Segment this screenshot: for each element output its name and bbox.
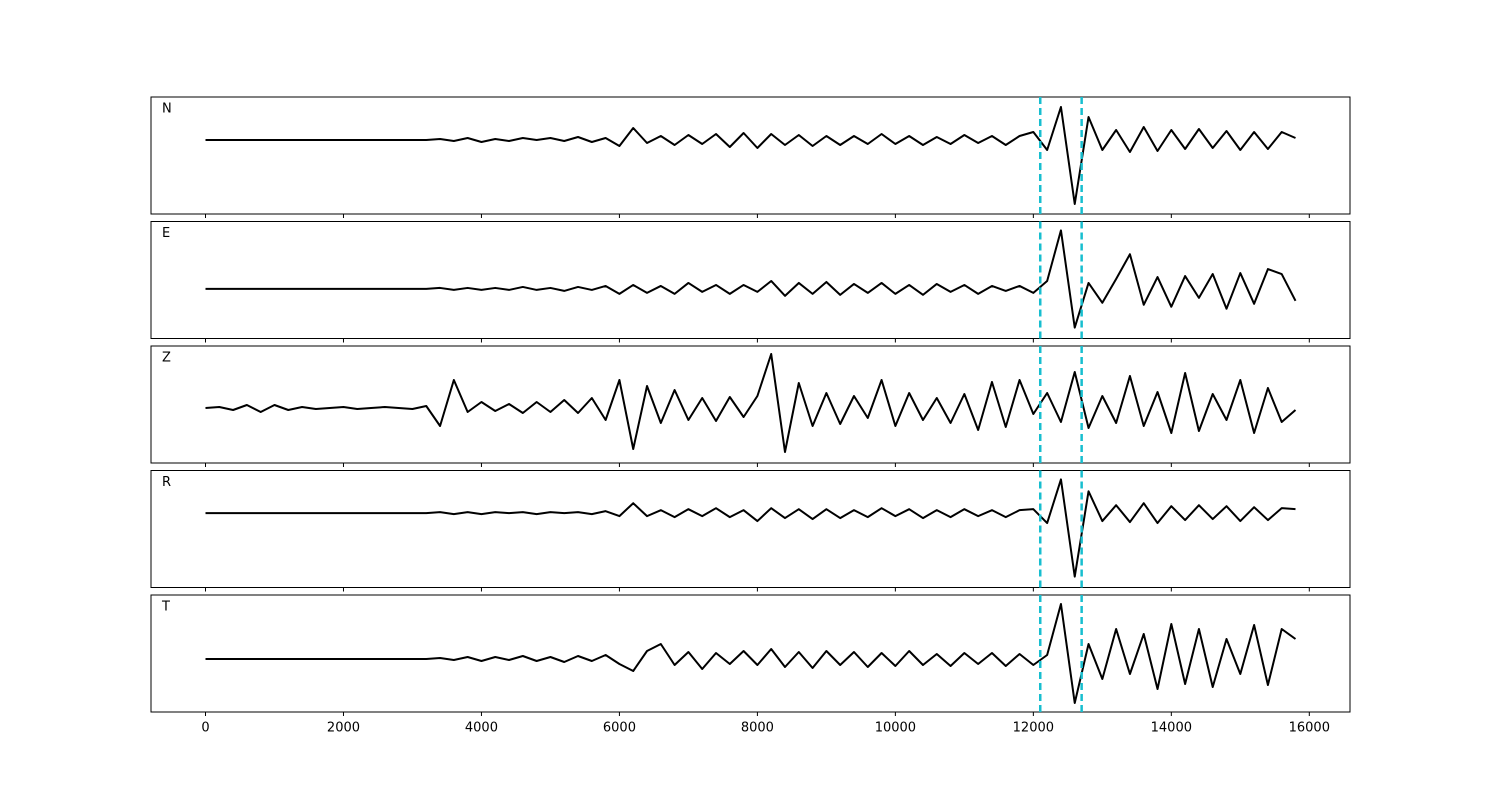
- panel-label: E: [162, 226, 170, 241]
- panel-frame: [150, 96, 1351, 215]
- panel-frame: [150, 221, 1351, 339]
- panel-frame: [150, 594, 1351, 713]
- panel-label: N: [162, 102, 172, 117]
- waveform: [205, 478, 1296, 578]
- panel-label: T: [161, 600, 170, 615]
- x-tick-label: 4000: [465, 721, 498, 736]
- panel-frame: [150, 345, 1351, 464]
- x-tick-label: 2000: [327, 721, 360, 736]
- waveform: [205, 229, 1297, 329]
- panel-frame: [150, 470, 1351, 588]
- waveform: [205, 353, 1297, 453]
- x-tick-label: 6000: [603, 721, 636, 736]
- x-tick-label: 10000: [875, 721, 916, 736]
- waveform: [205, 106, 1296, 205]
- x-tick-label: 8000: [741, 721, 774, 736]
- x-tick-label: 12000: [1013, 721, 1054, 736]
- waveform: [205, 603, 1297, 704]
- panel-label: Z: [162, 351, 171, 366]
- panel-label: R: [162, 475, 171, 490]
- x-tick-label: 16000: [1289, 721, 1330, 736]
- x-tick-label: 0: [201, 721, 209, 736]
- x-tick-label: 14000: [1151, 721, 1192, 736]
